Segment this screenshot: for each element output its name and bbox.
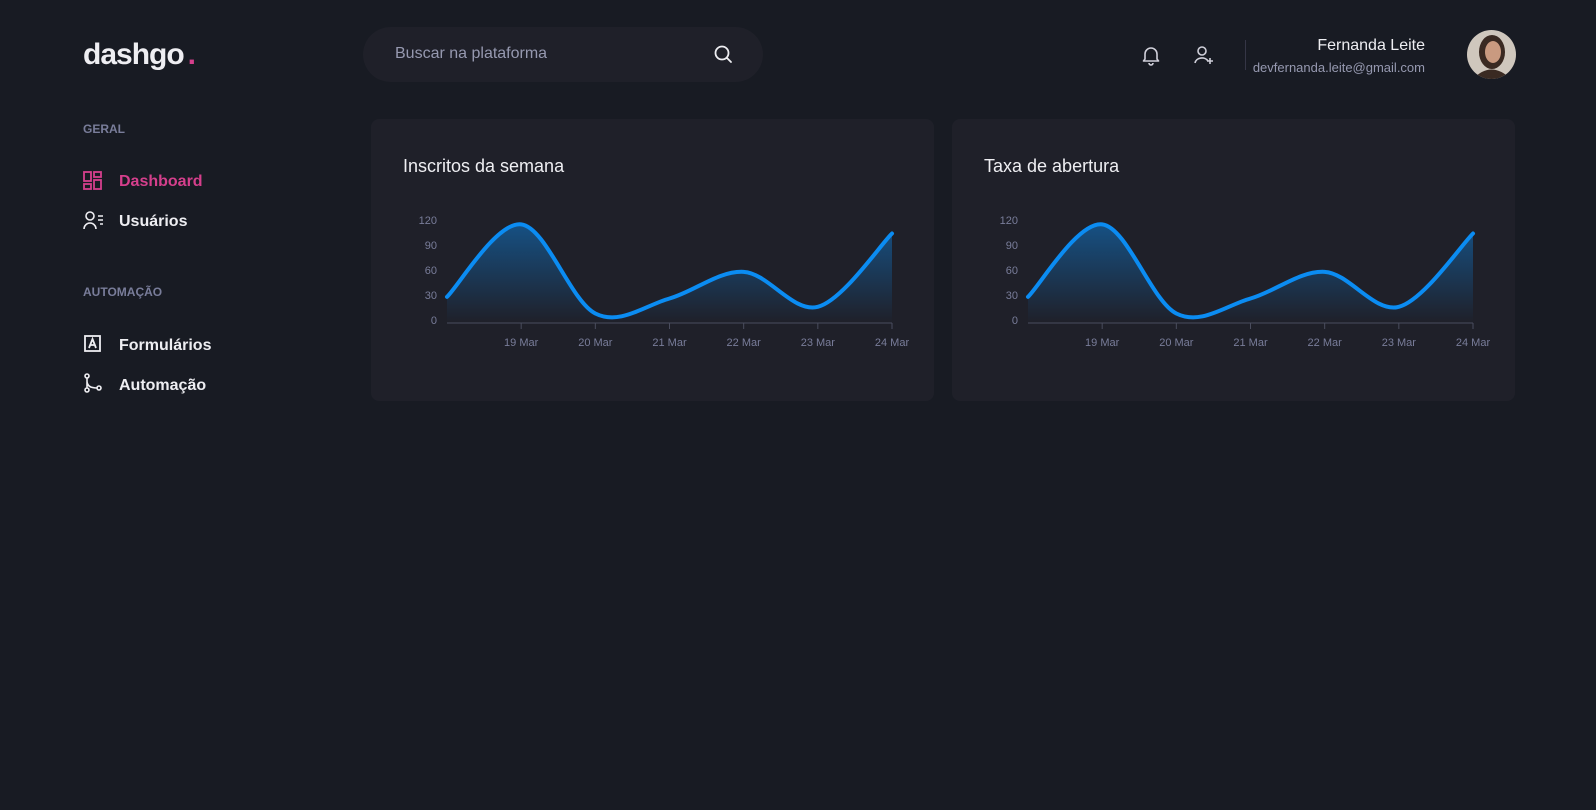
chart-title: Inscritos da semana (403, 156, 565, 176)
x-tick-label: 23 Mar (1382, 337, 1417, 349)
x-tick-label: 22 Mar (727, 337, 762, 349)
y-tick-label: 30 (1006, 290, 1018, 302)
chart-card: Taxa de abertura 0 30 60 90 120 19 Mar 20 Mar 2… (952, 119, 1515, 401)
logo-text: dashgo (83, 38, 185, 71)
area (1028, 224, 1473, 323)
area (447, 224, 892, 323)
forms-icon[interactable] (83, 334, 103, 354)
chart: 0 30 60 90 120 19 Mar 20 Mar 21 Mar 22 Mar 23 Mar… (419, 215, 910, 349)
chart-card: Inscritos da semana 0 30 60 90 120 19 Mar 20 M… (371, 119, 934, 401)
automation-icon[interactable] (83, 373, 103, 393)
y-tick-label: 30 (425, 290, 437, 302)
y-tick-label: 60 (425, 265, 437, 277)
logo[interactable]: dashgo. (83, 38, 196, 72)
divider (1245, 40, 1246, 70)
line (445, 222, 894, 320)
x-tick-label: 20 Mar (578, 337, 613, 349)
x-tick-label: 21 Mar (1233, 337, 1268, 349)
nav-link[interactable]: Formulários (119, 337, 212, 354)
y-tick-label: 60 (1006, 265, 1018, 277)
nav-link[interactable]: Automação (119, 377, 207, 394)
x-tick-label: 22 Mar (1308, 337, 1343, 349)
chart: 0 30 60 90 120 19 Mar 20 Mar 21 Mar 22 Mar 23 Mar… (1000, 215, 1491, 349)
y-tick-label: 120 (1000, 215, 1018, 227)
add-user-icon[interactable] (1193, 44, 1215, 66)
notification-icon[interactable] (1140, 44, 1162, 66)
x-tick-label: 23 Mar (801, 337, 836, 349)
line (1026, 222, 1475, 320)
x-tick-label: 24 Mar (875, 337, 910, 349)
search-placeholder: Buscar na plataforma (395, 45, 548, 62)
x-tick-label: 21 Mar (652, 337, 687, 349)
y-tick-label: 120 (419, 215, 437, 227)
chart-title: Taxa de abertura (984, 156, 1120, 176)
users-icon[interactable] (83, 210, 105, 230)
y-tick-label: 0 (431, 315, 437, 327)
user-email: devfernanda.leite@gmail.com (1252, 60, 1425, 75)
nav-section-title: AUTOMAÇÃO (83, 285, 163, 299)
dashboard-icon[interactable] (83, 171, 103, 191)
nav-link[interactable]: Usuários (119, 213, 188, 230)
x-tick-label: 24 Mar (1456, 337, 1491, 349)
nav-section-title: GERAL (83, 122, 125, 136)
y-tick-label: 90 (1006, 240, 1018, 252)
y-tick-label: 90 (425, 240, 437, 252)
nav-link[interactable]: Dashboard (119, 173, 203, 190)
x-tick-label: 19 Mar (504, 337, 539, 349)
search-box[interactable]: Buscar na plataforma (363, 27, 763, 82)
y-tick-label: 0 (1012, 315, 1018, 327)
user-name: Fernanda Leite (1317, 37, 1425, 54)
search-icon[interactable] (713, 44, 733, 64)
x-tick-label: 19 Mar (1085, 337, 1120, 349)
avatar[interactable] (1467, 30, 1516, 79)
logo-dot: . (187, 38, 196, 71)
x-tick-label: 20 Mar (1159, 337, 1194, 349)
